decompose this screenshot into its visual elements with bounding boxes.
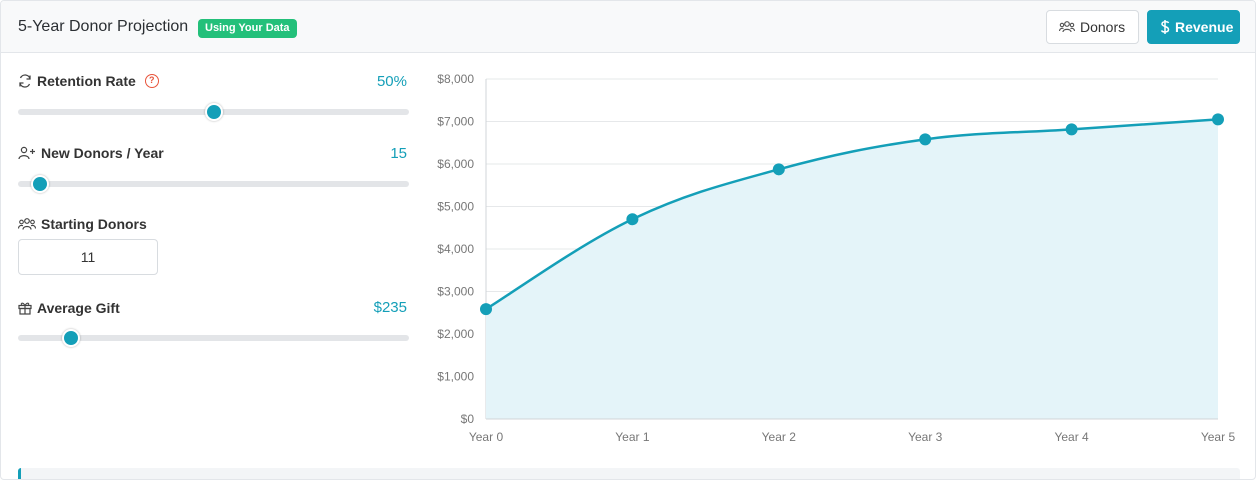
retention-rate-slider-thumb[interactable]: [204, 103, 223, 121]
users-icon: [18, 218, 36, 230]
refresh-icon: [19, 74, 31, 88]
average-gift-slider-thumb[interactable]: [61, 329, 80, 347]
average-gift-slider[interactable]: [18, 329, 409, 347]
x-tick-label: Year 1: [615, 430, 650, 444]
area-fill: [486, 119, 1218, 419]
retention-rate-value: 50%: [376, 73, 407, 90]
summary-panel: [18, 468, 1240, 479]
help-icon[interactable]: ?: [144, 74, 159, 88]
data-point: [626, 213, 639, 226]
y-tick-label: $6,000: [437, 157, 474, 171]
retention-rate-label: Retention Rate ?: [18, 73, 159, 89]
revenue-button-label: Revenue: [1175, 19, 1234, 35]
dollar-icon: [1160, 20, 1170, 34]
card-header: 5-Year Donor Projection Using Your Data …: [1, 1, 1255, 53]
x-tick-label: Year 5: [1201, 430, 1236, 444]
donors-button[interactable]: Donors: [1046, 10, 1139, 44]
starting-donors-input[interactable]: [18, 239, 158, 275]
y-tick-label: $7,000: [437, 115, 474, 129]
data-point: [480, 303, 492, 316]
data-point: [919, 133, 932, 146]
x-tick-label: Year 0: [469, 430, 504, 444]
x-tick-label: Year 3: [908, 430, 943, 444]
new-donors-value: 15: [390, 145, 407, 162]
average-gift-value: $235: [373, 299, 407, 316]
y-tick-label: $3,000: [437, 285, 474, 299]
gift-icon: [18, 302, 32, 315]
new-donors-label: New Donors / Year: [18, 145, 164, 161]
starting-donors-label: Starting Donors: [18, 216, 147, 232]
data-point: [1065, 123, 1078, 136]
average-gift-text: Average Gift: [37, 300, 120, 316]
users-icon: [1059, 21, 1075, 33]
retention-rate-slider[interactable]: [18, 103, 409, 121]
user-plus-icon: [18, 146, 35, 160]
y-tick-label: $1,000: [437, 370, 474, 384]
new-donors-slider[interactable]: [18, 175, 409, 193]
revenue-projection-chart: $0 $1,000 $2,000 $3,000 $4,000 $5,000 $6,000 $7…: [437, 72, 1236, 444]
donors-button-label: Donors: [1080, 19, 1126, 35]
series-line: [485, 118, 1219, 311]
data-point: [772, 163, 785, 176]
revenue-button[interactable]: Revenue: [1147, 10, 1240, 44]
y-tick-label: $4,000: [437, 242, 474, 256]
average-gift-label: Average Gift: [18, 300, 120, 316]
new-donors-slider-thumb[interactable]: [30, 175, 49, 193]
new-donors-text: New Donors / Year: [41, 145, 164, 161]
y-tick-label: $2,000: [437, 327, 474, 341]
x-tick-label: Year 4: [1054, 430, 1089, 444]
x-tick-label: Year 2: [762, 430, 797, 444]
starting-donors-text: Starting Donors: [41, 216, 147, 232]
y-tick-label: $8,000: [437, 72, 474, 86]
y-tick-label: $5,000: [437, 200, 474, 214]
retention-rate-text: Retention Rate: [37, 73, 136, 89]
data-source-badge: Using Your Data: [198, 19, 297, 38]
y-tick-label: $0: [461, 412, 475, 426]
page-title: 5-Year Donor Projection: [18, 18, 189, 35]
data-point: [1212, 113, 1224, 126]
